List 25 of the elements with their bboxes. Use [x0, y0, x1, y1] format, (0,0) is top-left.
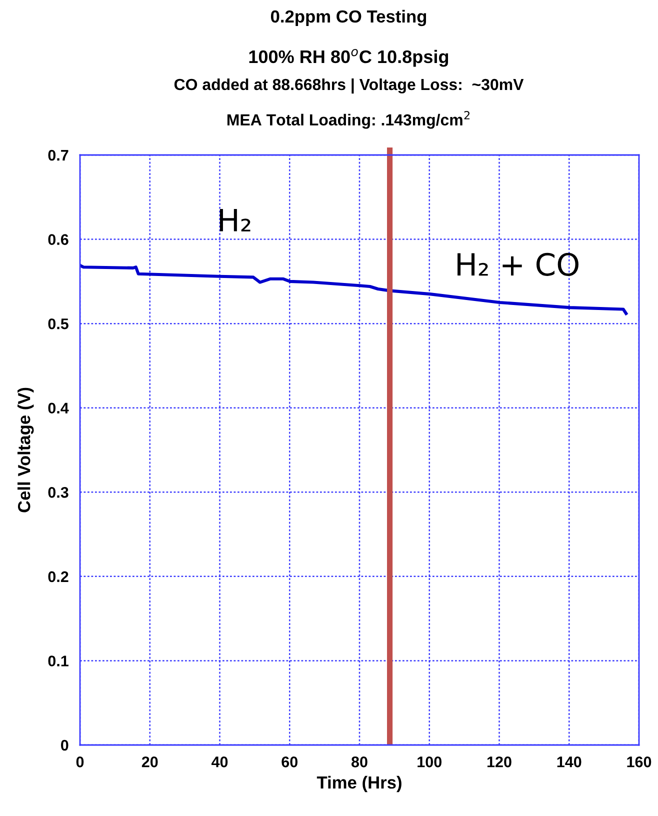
x-tick-label: 140	[557, 756, 582, 768]
y-tick-label: 0.1	[48, 656, 68, 666]
x-tick-label: 40	[211, 756, 228, 768]
x-tick-label: 80	[351, 756, 368, 768]
x-tick-label: 60	[282, 756, 298, 768]
y-tick-label: 0.6	[48, 234, 68, 245]
text: MEA Total Loading: .143mg/cm$^{2}$	[227, 110, 470, 129]
x-axis-title: Time (Hrs)	[316, 776, 402, 792]
chart-title: 0.2ppm CO Testing	[270, 10, 426, 26]
y-axis-title: Cell Voltage (V)	[18, 388, 34, 512]
annotation: H₂	[220, 209, 250, 232]
y-tick-label: 0.3	[48, 487, 68, 498]
text: CO added at 88.668hrs | Voltage Loss: ~30mV	[174, 78, 524, 94]
annotation: H₂ + CO	[458, 252, 578, 276]
y-tick-label: 0.5	[48, 318, 68, 330]
x-tick-label: 20	[142, 756, 158, 768]
x-tick-label: 160	[627, 756, 652, 768]
x-tick-label: 120	[487, 756, 512, 768]
y-tick-label: 0.2	[48, 571, 68, 582]
y-tick-label: 0.4	[48, 402, 69, 414]
x-tick-label: 100	[418, 756, 442, 768]
y-tick-label: 0.7	[48, 150, 68, 161]
chart-subtitle: 100% RH 80$^{o}$C 10.8psig	[249, 48, 448, 67]
y-tick-label: 0	[60, 740, 68, 751]
x-tick-label: 0	[76, 756, 84, 768]
